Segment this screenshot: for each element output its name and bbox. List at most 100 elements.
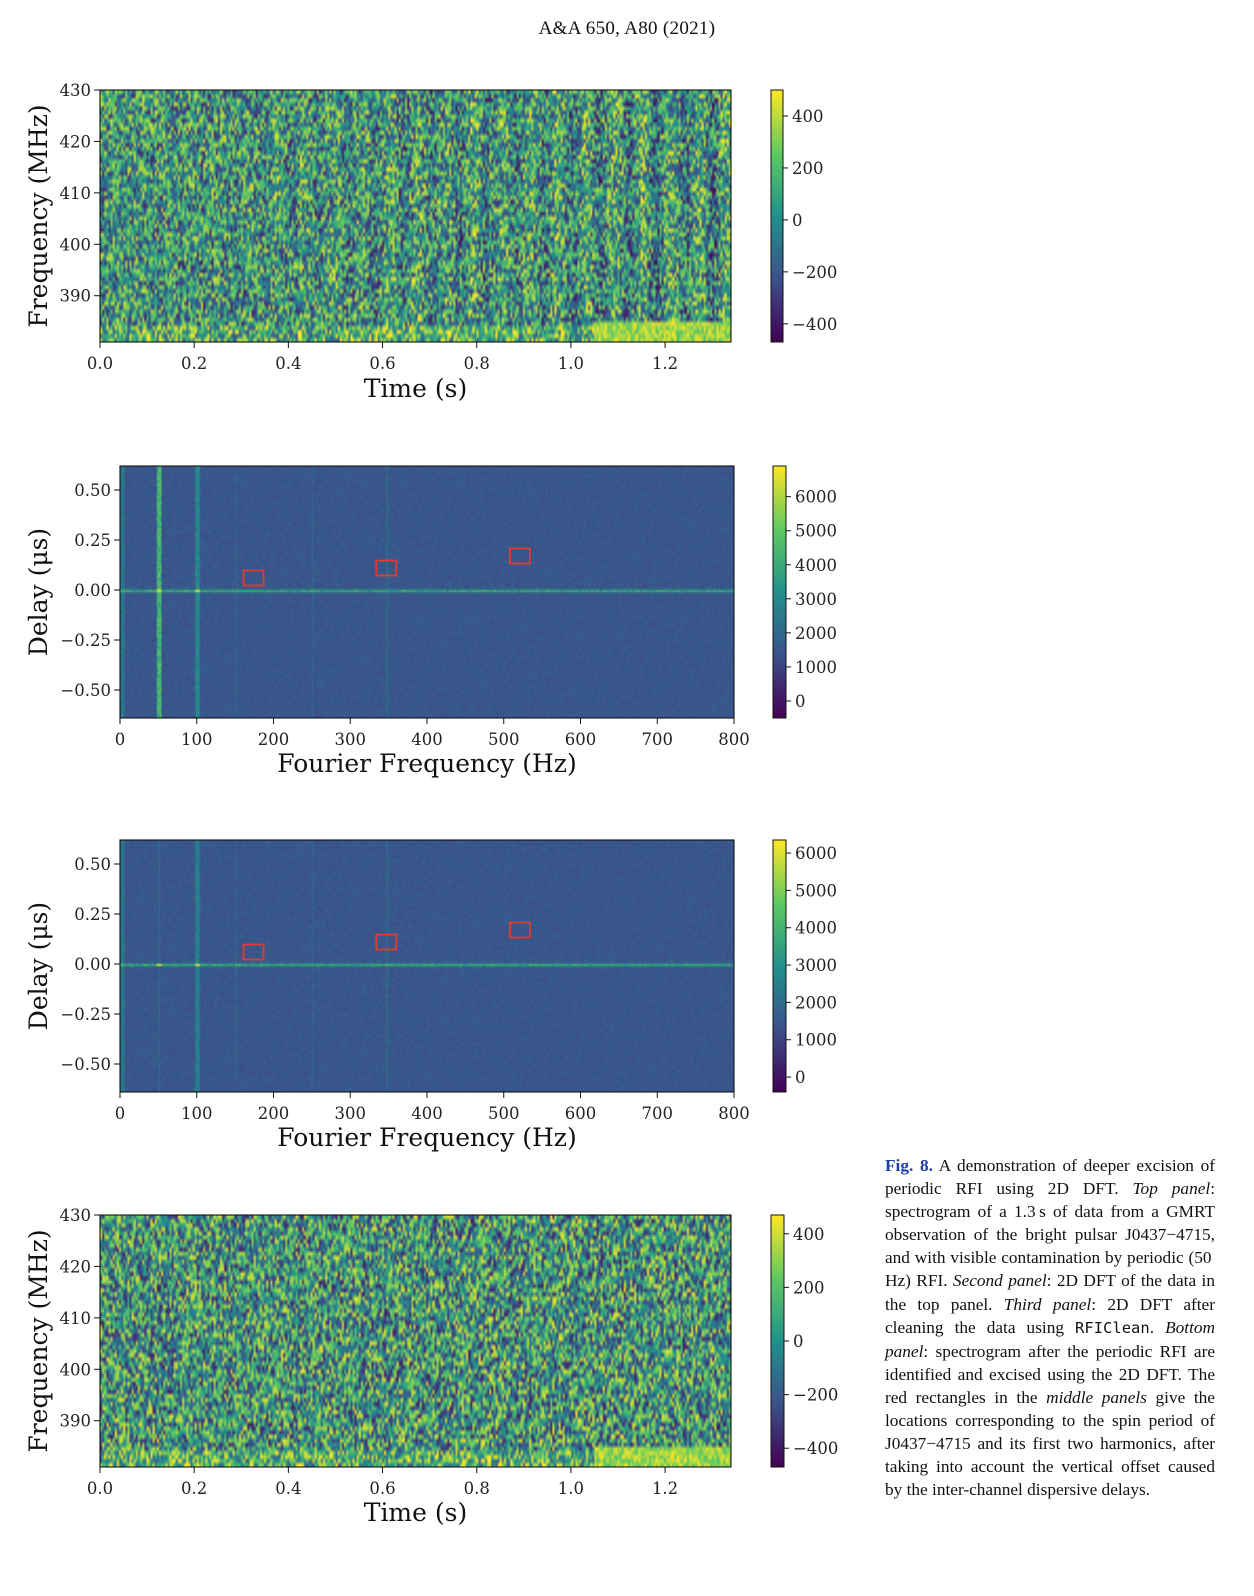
x-tick-label: 1.2 <box>652 354 678 373</box>
colorbar-tick-label: 200 <box>793 1278 825 1297</box>
colorbar-tick-label: 0 <box>795 1068 806 1087</box>
x-tick-label: 0.6 <box>369 354 395 373</box>
harmonic-box <box>508 921 531 939</box>
top-panel-xlabel: Time (s) <box>364 374 467 403</box>
x-tick-label: 0.4 <box>275 1479 301 1498</box>
x-tick-label: 0.0 <box>87 1479 113 1498</box>
colorbar-tick-label: 400 <box>792 107 824 126</box>
y-tick-label: 390 <box>60 287 92 306</box>
x-tick-label: 0 <box>115 730 126 749</box>
harmonic-box <box>242 943 265 961</box>
colorbar-tick-label: 3000 <box>795 590 837 609</box>
caption-text: A demonstration of deeper excision of pe… <box>885 1156 1215 1199</box>
top-panel-cbticks: 400 200 0 −200 −400 <box>783 107 837 334</box>
x-tick-label: 0.2 <box>181 1479 207 1498</box>
top-panel-colorbar <box>771 90 783 342</box>
third-panel-heatmap <box>120 840 734 1092</box>
third-panel-colorbar <box>773 840 786 1092</box>
bottom-panel-xlabel: Time (s) <box>364 1498 467 1527</box>
second-panel-yticks: 0.50 0.25 0.00 −0.25 −0.50 <box>60 481 120 700</box>
y-tick-label: 390 <box>60 1412 92 1431</box>
bottom-panel-xticks: 0.0 0.2 0.4 0.6 0.8 1.0 1.2 <box>87 1467 678 1498</box>
caption-text: : 2D DFT of the data in the top panel. <box>885 1271 1215 1314</box>
top-panel-xticks: 0.0 0.2 0.4 0.6 0.8 1.0 1.2 <box>87 342 678 373</box>
caption-third-panel: Third panel <box>1003 1294 1092 1314</box>
x-tick-label: 0.2 <box>181 354 207 373</box>
y-tick-label: 430 <box>60 81 92 100</box>
bottom-panel-colorbar <box>771 1215 784 1467</box>
y-tick-label: 430 <box>60 1206 92 1225</box>
caption-text: give the locations corresponding to the … <box>885 1387 1215 1500</box>
third-panel-yticks: 0.50 0.25 0.00 −0.25 −0.50 <box>60 855 120 1074</box>
caption-text: : spectrogram after the periodic RFI are… <box>885 1341 1215 1407</box>
second-panel-heatmap <box>120 466 734 718</box>
colorbar-tick-label: −400 <box>793 1439 838 1458</box>
second-panel-ylabel: Delay (μs) <box>24 528 53 656</box>
bottom-panel-cbticks: 400 200 0 −200 −400 <box>784 1225 838 1458</box>
y-tick-label: −0.50 <box>60 1055 111 1074</box>
y-tick-label: 410 <box>60 1309 92 1328</box>
y-tick-label: 0.00 <box>74 955 111 974</box>
x-tick-label: 0.4 <box>275 354 301 373</box>
x-tick-label: 600 <box>565 730 597 749</box>
bottom-panel: 0.0 0.2 0.4 0.6 0.8 1.0 1.2 430 420 410 400 390 Ti… <box>0 1195 880 1550</box>
x-tick-label: 700 <box>642 1104 674 1123</box>
caption-top-panel: Top panel <box>1132 1179 1211 1199</box>
colorbar-tick-label: 5000 <box>795 522 837 541</box>
x-tick-label: 800 <box>718 1104 750 1123</box>
x-tick-label: 0.0 <box>87 354 113 373</box>
bottom-panel-ylabel: Frequency (MHz) <box>24 1229 53 1452</box>
colorbar-tick-label: 2000 <box>795 993 837 1012</box>
x-tick-label: 0.6 <box>369 1479 395 1498</box>
figure-caption: Fig. 8. A demonstration of deeper excisi… <box>885 1154 1215 1501</box>
colorbar-tick-label: −200 <box>793 1386 838 1405</box>
bottom-panel-chart: 0.0 0.2 0.4 0.6 0.8 1.0 1.2 430 420 410 400 390 Ti… <box>24 1206 838 1527</box>
colorbar-tick-label: 200 <box>792 159 824 178</box>
colorbar-tick-label: 6000 <box>795 844 837 863</box>
top-panel: 0.0 0.2 0.4 0.6 0.8 1.0 1.2 430 420 410 400 390 Ti… <box>0 70 880 425</box>
x-tick-label: 0.8 <box>464 1479 490 1498</box>
x-tick-label: 1.2 <box>652 1479 678 1498</box>
x-tick-label: 300 <box>335 730 367 749</box>
harmonic-box <box>508 547 531 565</box>
bottom-panel-yticks: 430 420 410 400 390 <box>60 1206 100 1431</box>
y-tick-label: 410 <box>60 184 92 203</box>
colorbar-tick-label: 0 <box>793 1332 804 1351</box>
y-tick-label: 420 <box>60 132 92 151</box>
second-panel-xticks: 0 100 200 300 400 500 600 700 800 <box>115 718 750 749</box>
x-tick-label: 0 <box>115 1104 126 1123</box>
caption-text: : spectrogram of a 1.3 s of data from a … <box>885 1179 1215 1291</box>
colorbar-tick-label: 2000 <box>795 624 837 643</box>
second-panel-chart: 0 100 200 300 400 500 600 700 800 0.50 0.25 0.00 −0… <box>24 465 837 778</box>
colorbar-tick-label: 400 <box>793 1225 825 1244</box>
figure-label: Fig. 8. <box>885 1156 933 1175</box>
third-panel-chart: 0 100 200 300 400 500 600 700 800 0.50 0.25 0.00 −0… <box>24 839 837 1152</box>
top-panel-ylabel: Frequency (MHz) <box>24 104 53 327</box>
colorbar-tick-label: 4000 <box>795 556 837 575</box>
harmonic-box <box>375 933 398 951</box>
x-tick-label: 800 <box>718 730 750 749</box>
x-tick-label: 400 <box>411 1104 443 1123</box>
second-panel-cbticks: 6000 5000 4000 3000 2000 1000 0 <box>786 488 837 711</box>
x-tick-label: 300 <box>335 1104 367 1123</box>
y-tick-label: 0.25 <box>74 531 111 550</box>
x-tick-label: 400 <box>411 730 443 749</box>
top-panel-heatmap <box>100 90 731 342</box>
bottom-panel-heatmap <box>100 1215 731 1467</box>
x-tick-label: 0.8 <box>464 354 490 373</box>
third-panel-boxes <box>242 921 531 961</box>
x-tick-label: 100 <box>181 730 213 749</box>
x-tick-label: 200 <box>258 730 290 749</box>
x-tick-label: 1.0 <box>558 1479 584 1498</box>
third-panel-xlabel: Fourier Frequency (Hz) <box>277 1123 576 1152</box>
second-panel: 0 100 200 300 400 500 600 700 800 0.50 0.25 0.00 −0… <box>0 446 880 801</box>
colorbar-tick-label: 5000 <box>795 881 837 900</box>
top-panel-yticks: 430 420 410 400 390 <box>60 81 100 306</box>
y-tick-label: 400 <box>60 1360 92 1379</box>
caption-text: . <box>1149 1317 1166 1337</box>
colorbar-tick-label: −400 <box>792 315 837 334</box>
harmonic-box <box>242 569 265 587</box>
x-tick-label: 100 <box>181 1104 213 1123</box>
harmonic-box <box>375 559 398 577</box>
caption-bottom-panel: Bottom panel <box>885 1317 1215 1361</box>
